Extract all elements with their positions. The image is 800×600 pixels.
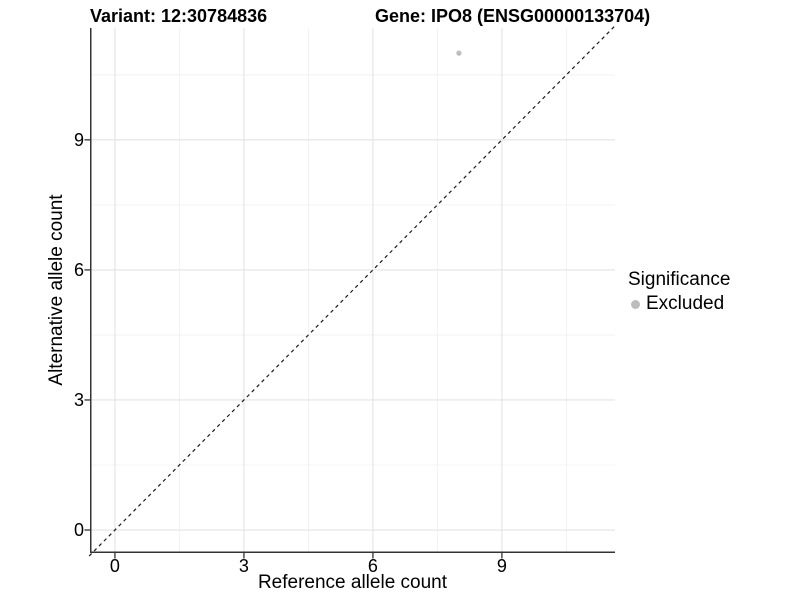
plot-canvas — [84, 24, 617, 559]
x-tick-label: 0 — [109, 556, 120, 576]
legend-item-label: Excluded — [646, 293, 725, 314]
y-tick-label: 6 — [73, 259, 84, 280]
data-point — [456, 50, 462, 56]
y-tick-label: 9 — [73, 129, 84, 150]
gene-title: Gene: IPO8 (ENSG00000133704) — [375, 6, 651, 26]
plot-panel — [84, 24, 617, 559]
legend-item: Excluded — [628, 293, 730, 315]
y-axis-title: Alternative allele count — [46, 194, 67, 386]
x-axis-title: Reference allele count — [257, 572, 448, 593]
legend-key-dot-icon — [631, 299, 640, 309]
identity-line — [88, 24, 617, 557]
legend-items: Excluded — [628, 293, 730, 315]
y-tick-label: 0 — [73, 520, 84, 541]
legend: Significance Excluded — [628, 269, 730, 315]
variant-title: Variant: 12:30784836 — [90, 6, 268, 26]
x-tick-label: 6 — [367, 556, 378, 576]
legend-title: Significance — [628, 269, 731, 290]
y-tick-label: 3 — [73, 389, 84, 410]
x-tick-label: 9 — [496, 556, 507, 576]
x-tick-label: 3 — [238, 556, 249, 576]
